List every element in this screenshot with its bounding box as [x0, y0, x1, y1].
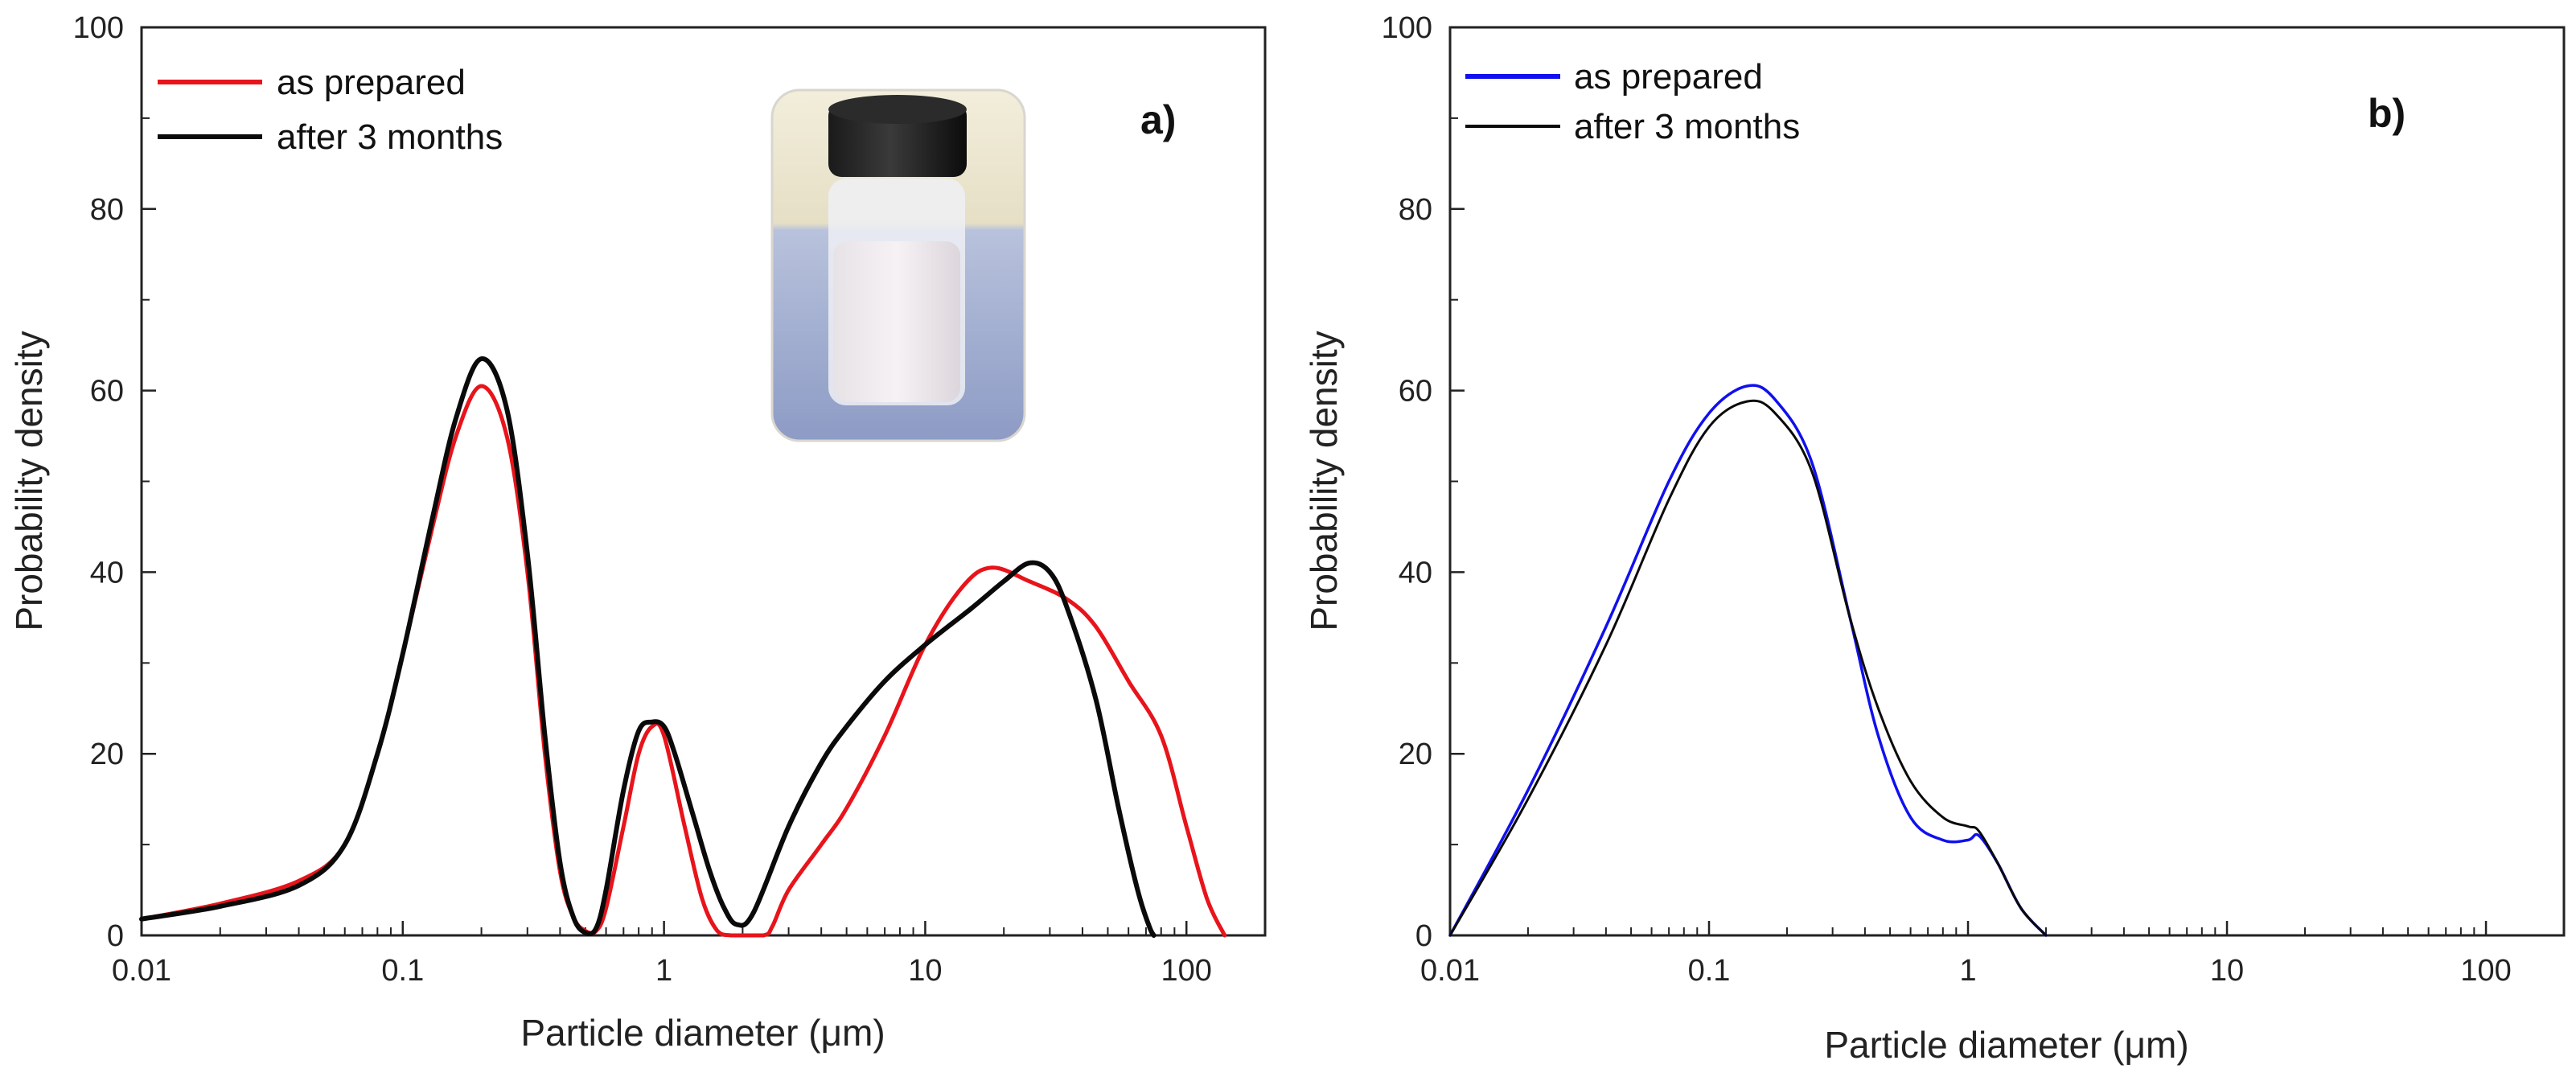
panel-b-x-axis-title: Particle diameter (μm) — [1824, 1024, 2188, 1066]
panel-a-y-tick-label: 40 — [90, 556, 124, 590]
panel-a-series-after-3-months — [139, 356, 1157, 938]
panel-b-series-after-3-months — [1448, 399, 2048, 937]
panel-b-legend-label-after-3-months: after 3 months — [1574, 107, 1800, 146]
panel-a-x-tick-label: 10 — [908, 954, 942, 988]
panel-a-legend-label-as-prepared: as prepared — [277, 63, 466, 102]
panel-b-x-tick-label: 100 — [2460, 954, 2511, 988]
panel-b-x-tick-label: 0.1 — [1688, 954, 1731, 988]
panel-a-x-tick-label: 0.01 — [112, 954, 171, 988]
panel-a-tick-labels: 0.01 0.1 1 10 100 0 20 40 60 80 100 — [73, 11, 1212, 988]
panel-b-plot-frame — [1448, 26, 2566, 937]
panel-a-series — [139, 356, 1227, 938]
panel-a-y-tick-label: 0 — [107, 919, 124, 953]
panel-b-y-tick-label: 20 — [1399, 738, 1432, 771]
panel-a-x-axis-title: Particle diameter (μm) — [520, 1012, 885, 1054]
panel-a-x-tick-label: 0.1 — [381, 954, 424, 988]
panel-b-y-tick-label: 0 — [1415, 919, 1432, 953]
panel-b-label: b) — [2368, 91, 2405, 136]
panel-b-y-tick-label: 60 — [1399, 375, 1432, 409]
panel-b-series-as-prepared — [1448, 384, 2048, 937]
vial-cap-top — [828, 95, 967, 124]
panel-b-y-tick-label: 40 — [1399, 556, 1432, 590]
panel-a-y-axis-title: Probability density — [8, 331, 50, 631]
panel-b-series — [1448, 384, 2048, 937]
panel-a-plot-frame — [140, 26, 1267, 937]
panel-a: 0.01 0.1 1 10 100 0 20 40 60 80 100 Particle diame… — [8, 11, 1267, 1054]
panel-b-ticks — [1448, 26, 2488, 937]
panel-b-x-tick-label: 1 — [1959, 954, 1976, 988]
panel-a-x-tick-label: 1 — [655, 954, 672, 988]
panel-b-legend-label-as-prepared: as prepared — [1574, 57, 1763, 97]
panel-b-legend: as prepared after 3 months — [1465, 57, 1800, 146]
panel-b: 0.01 0.1 1 10 100 0 20 40 60 80 100 Particle diame… — [1303, 11, 2566, 1066]
panel-b-tick-labels: 0.01 0.1 1 10 100 0 20 40 60 80 100 — [1382, 11, 2512, 988]
panel-a-y-tick-label: 20 — [90, 738, 124, 771]
panel-b-y-tick-label: 80 — [1399, 193, 1432, 227]
vial-liquid — [833, 241, 960, 402]
panel-a-legend-label-after-3-months: after 3 months — [277, 117, 503, 157]
panel-b-x-tick-label: 0.01 — [1420, 954, 1480, 988]
panel-a-y-tick-label: 100 — [73, 11, 124, 45]
panel-a-x-tick-label: 100 — [1161, 954, 1212, 988]
panel-a-y-tick-label: 80 — [90, 193, 124, 227]
panel-a-y-tick-label: 60 — [90, 375, 124, 409]
panel-a-legend: as prepared after 3 months — [158, 63, 503, 157]
panel-a-series-as-prepared — [139, 384, 1227, 938]
panel-a-label: a) — [1140, 97, 1176, 142]
panel-a-ticks — [140, 26, 1188, 937]
panel-b-y-tick-label: 100 — [1382, 11, 1432, 45]
vial-photo-inset — [770, 88, 1026, 442]
panel-b-y-axis-title: Probability density — [1303, 331, 1345, 631]
panel-b-x-tick-label: 10 — [2210, 954, 2244, 988]
